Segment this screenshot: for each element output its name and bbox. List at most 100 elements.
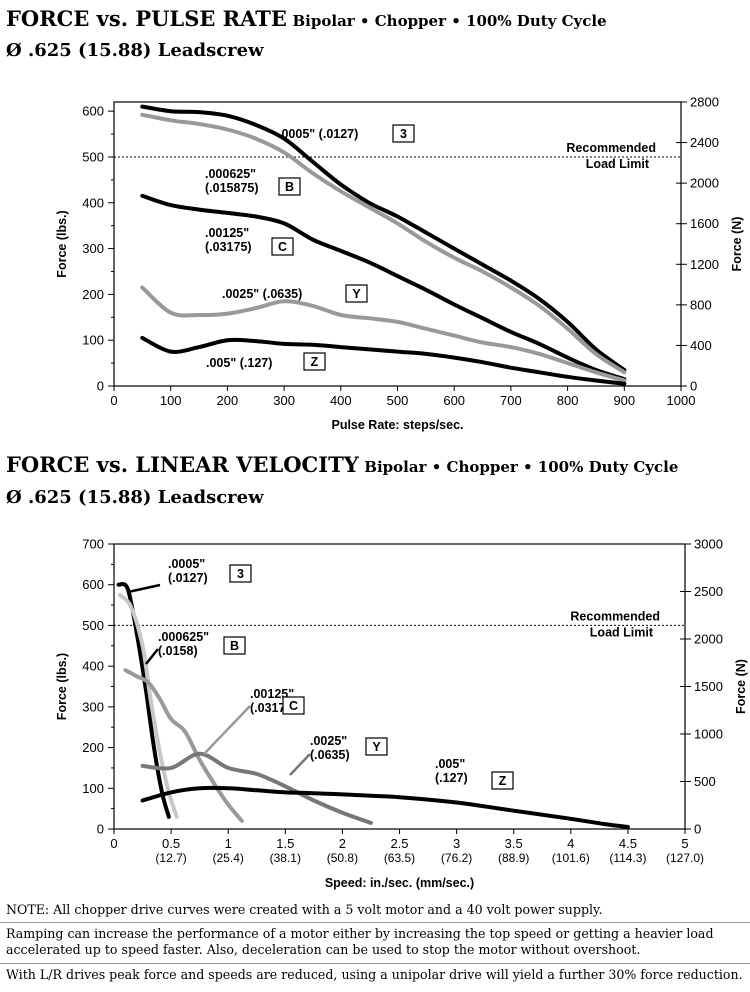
plot-frame	[113, 543, 686, 830]
y-tick-label: 400	[82, 659, 104, 674]
y2-tick-label: 2000	[694, 632, 723, 647]
y2-tick-label: 2500	[694, 584, 723, 599]
y-tick-label: 600	[82, 577, 104, 592]
series-key-letter: B	[230, 639, 239, 653]
y2-tick-label: 1000	[694, 727, 723, 742]
x-tick-label: 300	[273, 393, 295, 408]
y2-axis-label: Force (N)	[734, 659, 748, 714]
series-key-letter: Y	[372, 740, 381, 754]
x-tick-label-mm: (50.8)	[327, 851, 358, 865]
y2-tick-label: 1500	[694, 679, 723, 694]
x-tick-label: 1000	[667, 393, 696, 408]
series-line-3	[140, 104, 627, 372]
series-line-C	[123, 668, 244, 823]
x-axis-label: Pulse Rate: steps/sec.	[331, 418, 463, 432]
x-tick-label-mm: (38.1)	[270, 851, 301, 865]
y2-tick-label: 3000	[694, 537, 723, 552]
x-tick-label: 4.5	[619, 836, 637, 851]
series-line-Z	[140, 335, 627, 386]
x-tick-label-mm: (101.6)	[552, 851, 590, 865]
series-key-letter: Y	[352, 287, 361, 301]
y-tick-label: 0	[97, 379, 104, 394]
load-limit-label: Load Limit	[590, 625, 654, 639]
series-label: (.127)	[435, 771, 468, 785]
y2-tick-label: 0	[694, 822, 701, 837]
x-tick-label: 900	[613, 393, 635, 408]
series-key-box	[365, 737, 388, 756]
y2-tick-label: 0	[690, 379, 697, 394]
chart2-title-main: FORCE vs. LINEAR VELOCITY	[6, 452, 359, 477]
series-label: .000625"	[205, 167, 256, 181]
series-label: (.015875)	[205, 181, 259, 195]
x-tick-label: 5	[681, 836, 688, 851]
series-label: (.03175)	[205, 240, 252, 254]
y2-tick-label: 500	[694, 774, 716, 789]
chart1-title-main: FORCE vs. PULSE RATE	[6, 6, 287, 31]
series-label: (.0317)	[250, 701, 290, 715]
x-tick-label: 3.5	[505, 836, 523, 851]
series-label: (.0635)	[310, 748, 350, 762]
x-tick-label: 2	[339, 836, 346, 851]
series-label: .00125"	[205, 226, 249, 240]
x-axis-label: Speed: in./sec. (mm/sec.)	[325, 876, 474, 890]
load-limit-label: Load Limit	[586, 157, 650, 171]
x-tick-label-mm: (127.0)	[666, 851, 704, 865]
series-line-B	[140, 112, 627, 375]
y-tick-label: 200	[82, 287, 104, 302]
y2-tick-label: 1600	[690, 216, 719, 231]
x-tick-label-mm: (114.3)	[609, 851, 646, 865]
x-tick-label: 600	[443, 393, 465, 408]
x-tick-label: 100	[160, 393, 182, 408]
x-tick-label: 200	[217, 393, 239, 408]
series-key-letter: C	[278, 240, 287, 254]
y2-tick-label: 2400	[690, 135, 719, 150]
y-tick-label: 300	[82, 241, 104, 256]
x-tick-label: 1	[225, 836, 232, 851]
y-tick-label: 100	[82, 781, 104, 796]
y-tick-label: 600	[82, 104, 104, 119]
x-tick-label-mm: (63.5)	[384, 851, 415, 865]
x-tick-label: 700	[500, 393, 522, 408]
series-key-box	[229, 564, 252, 583]
series-line-Y	[140, 751, 373, 825]
y2-tick-label: 800	[690, 297, 712, 312]
series-label: .005" (.127)	[206, 356, 272, 370]
x-tick-label: 800	[557, 393, 579, 408]
series-key-letter: B	[285, 180, 294, 194]
series-line-Z	[140, 785, 630, 829]
series-key-box	[282, 696, 305, 715]
note-chopper: NOTE: All chopper drive curves were crea…	[6, 902, 603, 917]
series-key-letter: Z	[499, 774, 507, 788]
x-tick-label: 3	[453, 836, 460, 851]
y-tick-label: 300	[82, 699, 104, 714]
series-label: .0025"	[310, 734, 347, 748]
series-line-3	[116, 581, 171, 819]
chart1-title-sub: Bipolar • Chopper • 100% Duty Cycle	[292, 12, 607, 30]
divider	[0, 963, 750, 964]
y2-tick-label: 2800	[690, 95, 719, 110]
x-tick-label-mm: (88.9)	[498, 851, 529, 865]
chart2-title-sub: Bipolar • Chopper • 100% Duty Cycle	[364, 458, 679, 476]
series-key-box	[271, 237, 294, 256]
y-tick-label: 200	[82, 740, 104, 755]
chart1-title: FORCE vs. PULSE RATE Bipolar • Chopper •…	[6, 6, 607, 31]
y-axis-label: Force (lbs.)	[55, 653, 69, 720]
y-tick-label: 0	[97, 822, 104, 837]
recommended-label: Recommended	[566, 141, 656, 155]
x-tick-label: 4	[567, 836, 574, 851]
y2-axis-label: Force (N)	[730, 217, 744, 272]
x-tick-label: 0.5	[162, 836, 180, 851]
note-ramping: Ramping can increase the performance of …	[6, 926, 714, 957]
series-key-letter: 3	[400, 127, 407, 141]
series-label: .005"	[435, 757, 465, 771]
series-key-box	[223, 636, 246, 655]
x-tick-label: 1.5	[276, 836, 294, 851]
series-pointer	[289, 753, 311, 776]
series-label: .000625"	[158, 630, 209, 644]
series-label: .0005"	[168, 557, 205, 571]
series-key-box	[491, 771, 514, 790]
y-tick-label: 500	[82, 149, 104, 164]
series-pointer	[145, 648, 159, 665]
y2-tick-label: 1200	[690, 257, 719, 272]
series-line-C	[140, 193, 627, 382]
